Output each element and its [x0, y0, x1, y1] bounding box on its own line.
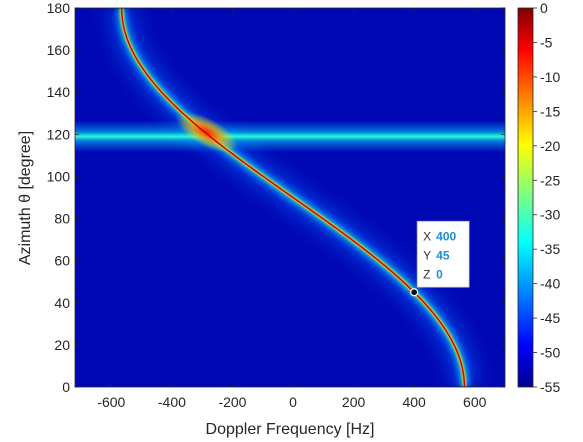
y-tick-label: 0: [62, 379, 70, 395]
y-tick-label: 20: [54, 337, 70, 353]
y-tick-label: 80: [54, 211, 70, 227]
y-axis-ticks: 0 20 40 60 80 100 120 140 160 180: [47, 0, 505, 395]
y-tick-label: 160: [47, 42, 71, 58]
datatip-z-key: Z: [423, 267, 430, 281]
colorbar-tick-label: -35: [540, 241, 560, 257]
colorbar-tick-label: -40: [540, 276, 560, 292]
datatip-y-key: Y: [423, 248, 431, 262]
colorbar-tick-label: 0: [540, 0, 548, 16]
colorbar-tick-label: -5: [540, 34, 553, 50]
datatip-x-key: X: [423, 229, 431, 243]
x-tick-label: 200: [342, 394, 366, 410]
y-tick-label: 140: [47, 84, 71, 100]
hot-spot: [175, 112, 238, 153]
datatip-z-value: 0: [436, 267, 443, 281]
colorbar: 0 -5 -10 -15 -20 -25 -30 -35 -40 -45 -50 -55: [517, 0, 560, 395]
x-tick-label: 0: [289, 394, 297, 410]
colorbar-tick-label: -30: [540, 207, 560, 223]
x-tick-label: -600: [97, 394, 125, 410]
plot-area: [74, 7, 506, 388]
x-tick-label: 400: [402, 394, 426, 410]
colorbar-tick-label: -45: [540, 310, 560, 326]
curve-core: [120, 8, 466, 387]
colorbar-tick-label: -20: [540, 138, 560, 154]
datatip-y-value: 45: [436, 248, 450, 262]
y-axis-label: Azimuth θ [degree]: [17, 131, 34, 265]
y-tick-label: 100: [47, 168, 71, 184]
x-axis-ticks: -600 -400 -200 0 200 400 600: [97, 8, 487, 410]
colorbar-tick-label: -15: [540, 103, 560, 119]
y-tick-label: 40: [54, 295, 70, 311]
datatip-box: [416, 220, 470, 288]
colorbar-tick-label: -55: [540, 379, 560, 395]
colorbar-gradient: [518, 8, 533, 387]
colorbar-frame: [517, 7, 534, 388]
colorbar-tick-label: -50: [540, 345, 560, 361]
datatip-x-value: 400: [436, 229, 456, 243]
y-tick-label: 60: [54, 253, 70, 269]
colorbar-tick-label: -25: [540, 172, 560, 188]
datatip[interactable]: X 400 Y 45 Z 0: [410, 220, 470, 297]
y-tick-label: 120: [47, 126, 71, 142]
plot-frame: [74, 7, 506, 388]
datatip-marker[interactable]: [410, 288, 419, 297]
colorbar-tick-label: -10: [540, 69, 560, 85]
y-tick-label: 180: [47, 0, 71, 16]
x-tick-label: -400: [158, 394, 186, 410]
colorbar-ticks: 0 -5 -10 -15 -20 -25 -30 -35 -40 -45 -50 -55: [533, 0, 560, 395]
x-tick-label: 600: [463, 394, 487, 410]
x-axis-label: Doppler Frequency [Hz]: [206, 421, 375, 438]
x-tick-label: -200: [218, 394, 246, 410]
clutter-band: [75, 120, 505, 153]
